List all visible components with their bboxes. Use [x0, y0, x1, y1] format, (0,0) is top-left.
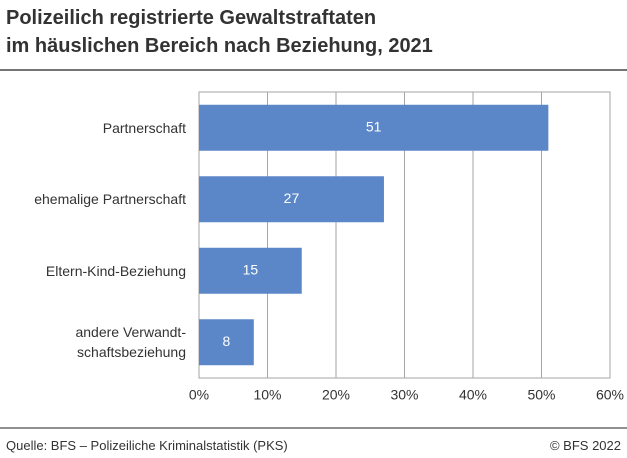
data-label: 8 [223, 333, 231, 349]
bar [199, 247, 302, 294]
y-tick-label: Eltern-Kind-Beziehung [45, 262, 186, 279]
plot-border [198, 91, 611, 379]
y-tick-label: Partnerschaft [102, 119, 186, 136]
source: Quelle: BFS – Polizeiliche Kriminalstati… [6, 438, 288, 453]
x-tick-label: 0% [189, 387, 209, 403]
bar [199, 104, 549, 151]
x-tick-label: 50% [527, 387, 555, 403]
x-tick-label: 30% [390, 387, 418, 403]
chart-title: Polizeilich registrierte Gewaltstraftate… [6, 7, 433, 57]
y-tick-label: ehemalige Partnerschaft [34, 191, 186, 208]
x-tick-label: 20% [322, 387, 350, 403]
data-label: 15 [243, 261, 259, 277]
x-tick-label: 40% [459, 387, 487, 403]
data-label: 51 [366, 118, 382, 134]
x-tick-label: 10% [253, 387, 281, 403]
bar [199, 176, 384, 223]
bar [199, 319, 254, 366]
data-label: 27 [284, 190, 300, 206]
copyright: © BFS 2022 [549, 438, 621, 453]
y-tick-label: andere Verwandt- schaftsbeziehung [75, 324, 186, 361]
x-tick-label: 60% [596, 387, 624, 403]
